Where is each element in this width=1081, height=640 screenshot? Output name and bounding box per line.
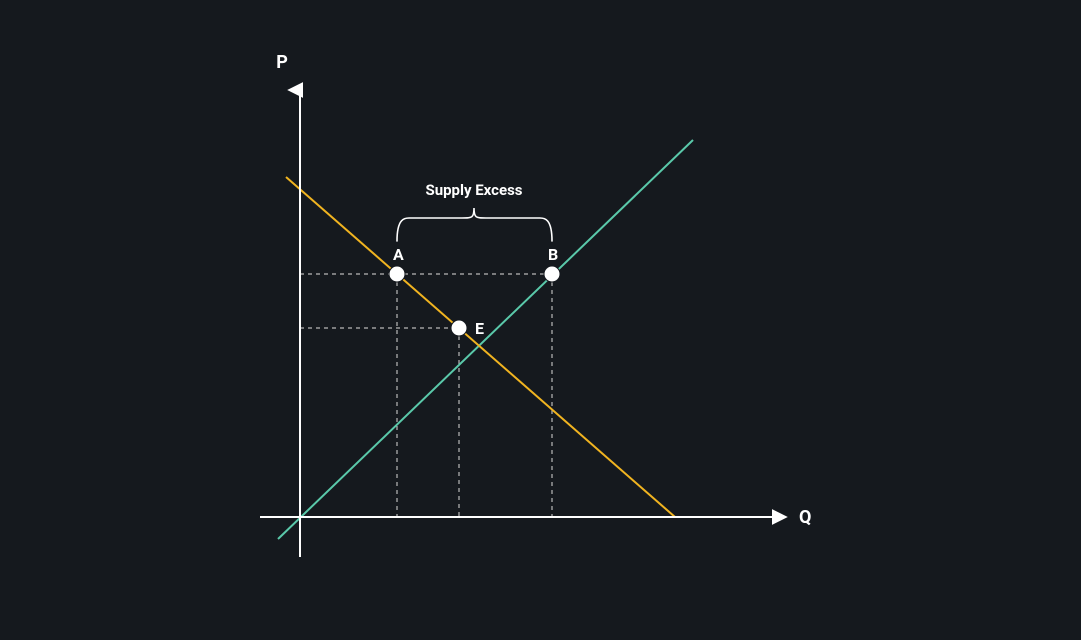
- chart-background: [0, 0, 1081, 640]
- economics-chart: P Q Supply Excess A B E: [0, 0, 1081, 640]
- point-label-b: B: [548, 245, 558, 264]
- point-e: [451, 320, 467, 336]
- supply-excess-label: Supply Excess: [425, 181, 522, 199]
- point-label-e: E: [475, 319, 484, 338]
- chart-stage: P Q Supply Excess A B E: [0, 0, 1081, 640]
- point-a: [389, 266, 405, 282]
- y-axis-label: P: [276, 52, 288, 73]
- point-b: [544, 266, 560, 282]
- point-label-a: A: [393, 245, 404, 264]
- x-axis-label: Q: [799, 507, 811, 528]
